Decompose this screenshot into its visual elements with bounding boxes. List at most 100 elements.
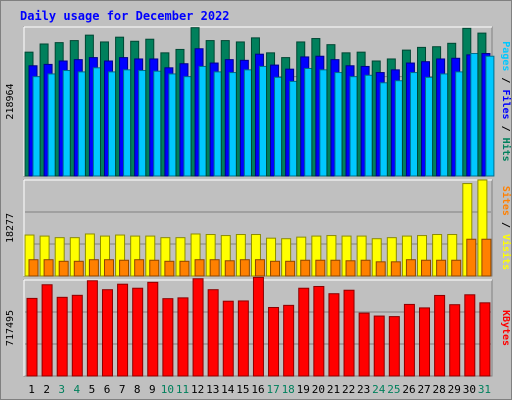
kbytes-bar — [328, 293, 340, 377]
kbytes-bar — [283, 304, 295, 377]
legend-visits: Visits — [500, 234, 512, 270]
day-labels: 1 2 3 4 5 6 7 8 9 10 11 12 13 14 15 16 17 18 19 20 21 22 23 24 2… — [28, 383, 491, 396]
x-tick-label: 24 — [372, 383, 386, 396]
x-tick-label: 11 — [176, 383, 189, 396]
kbytes-panel: 717495 KBytes — [5, 276, 511, 377]
sites-bar — [375, 261, 386, 277]
x-tick-label: 23 — [357, 383, 370, 396]
kbytes-bar — [434, 294, 446, 377]
kbytes-bar — [101, 289, 113, 377]
kbytes-bar — [237, 300, 249, 377]
legend-sites: Sites — [500, 186, 512, 216]
x-tick-label: 25 — [387, 383, 400, 396]
sites-bar — [360, 259, 371, 277]
legend-hits: Hits — [500, 138, 512, 162]
kbytes-bar — [373, 315, 385, 377]
legend-pages: Pages — [500, 41, 511, 71]
x-tick-label: 13 — [206, 383, 219, 396]
legend-kbytes: KBytes — [500, 310, 511, 346]
sites-bar — [466, 238, 477, 277]
sites-bar — [179, 260, 190, 277]
kbytes-bar — [207, 289, 219, 377]
y-axis-label: KBytes — [500, 310, 511, 346]
x-tick-label: 26 — [402, 383, 415, 396]
hits-panel: 218964 Pages / Files / Hits — [5, 26, 512, 177]
sites-bar — [405, 259, 416, 277]
y-axis-label: Pages / Files / Hits — [500, 41, 512, 161]
kbytes-bar — [71, 294, 83, 377]
sites-bar — [88, 259, 99, 277]
kbytes-bar — [26, 297, 38, 377]
x-tick-label: 28 — [433, 383, 446, 396]
x-tick-label: 3 — [58, 383, 65, 396]
y-tick-label: 18277 — [5, 213, 16, 243]
kbytes-bar — [192, 278, 204, 377]
sites-bar — [73, 260, 84, 277]
sites-bar — [224, 260, 235, 277]
x-tick-label: 30 — [463, 383, 476, 396]
sites-bar — [436, 259, 447, 277]
sites-bar — [315, 259, 326, 277]
kbytes-bar — [358, 312, 370, 377]
kbytes-bar — [449, 304, 461, 377]
kbytes-bar — [479, 302, 491, 377]
chart-title: Daily usage for December 2022 — [20, 9, 230, 23]
sites-bar — [58, 260, 69, 277]
kbytes-bar — [419, 307, 431, 377]
x-tick-label: 15 — [236, 383, 249, 396]
y-tick-label: 218964 — [5, 83, 16, 119]
kbytes-bar — [177, 297, 189, 377]
kbytes-bar — [41, 284, 53, 377]
sites-bar — [134, 259, 145, 277]
pages-bar — [485, 55, 495, 177]
x-tick-label: 21 — [327, 383, 340, 396]
sites-bar — [270, 260, 281, 277]
sites-bar — [390, 261, 401, 277]
sites-bar — [451, 259, 462, 277]
kbytes-bar — [313, 285, 325, 377]
sites-bar — [239, 259, 250, 277]
x-tick-label: 10 — [161, 383, 174, 396]
sites-bar — [28, 259, 39, 277]
x-tick-label: 22 — [342, 383, 355, 396]
x-tick-label: 12 — [191, 383, 204, 396]
x-tick-label: 17 — [266, 383, 279, 396]
kbytes-bar — [403, 303, 415, 377]
sites-bar — [345, 260, 356, 277]
x-tick-label: 31 — [478, 383, 491, 396]
sites-bar — [194, 259, 205, 277]
kbytes-bar — [132, 287, 144, 377]
kbytes-bar — [222, 300, 234, 377]
sites-bar — [421, 259, 432, 277]
x-tick-label: 1 — [28, 383, 35, 396]
kbytes-bar — [56, 296, 68, 377]
y-tick-label: 717495 — [5, 310, 16, 346]
x-tick-label: 8 — [134, 383, 141, 396]
x-tick-label: 6 — [104, 383, 111, 396]
x-tick-label: 14 — [221, 383, 235, 396]
x-tick-label: 2 — [43, 383, 50, 396]
kbytes-bar — [388, 316, 400, 377]
sites-bar — [119, 259, 130, 277]
kbytes-bar — [86, 280, 98, 377]
y-axis-label: Sites / Visits — [500, 186, 512, 270]
x-tick-label: 16 — [251, 383, 264, 396]
x-tick-label: 27 — [417, 383, 430, 396]
sites-bar — [103, 259, 114, 277]
sites-bar — [254, 259, 265, 277]
sites-bar — [164, 260, 175, 277]
sites-bar — [209, 259, 220, 277]
sites-bar — [149, 259, 160, 277]
x-tick-label: 7 — [119, 383, 126, 396]
sites-bar — [300, 259, 311, 277]
kbytes-bar — [298, 287, 310, 377]
sites-bar — [285, 260, 296, 277]
x-tick-label: 18 — [282, 383, 295, 396]
sites-bar — [330, 259, 341, 277]
kbytes-bar — [162, 298, 174, 377]
kbytes-bar — [252, 276, 264, 377]
x-tick-label: 20 — [312, 383, 325, 396]
x-tick-label: 19 — [297, 383, 310, 396]
x-tick-label: 29 — [448, 383, 461, 396]
